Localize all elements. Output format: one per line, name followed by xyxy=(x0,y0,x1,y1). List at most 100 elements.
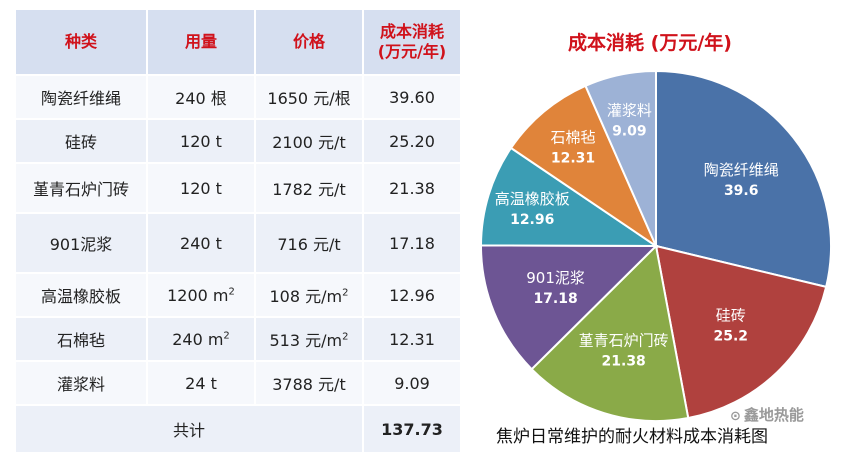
cell-name: 陶瓷纤维绳 xyxy=(14,74,148,120)
cell-price-superscript: 2 xyxy=(342,331,349,343)
cell-price: 2100 元/t xyxy=(254,118,364,164)
header-price: 价格 xyxy=(254,8,364,76)
cell-qty-text: 120 t xyxy=(180,178,222,198)
pie-slice xyxy=(584,69,657,247)
cell-cost-text: 9.09 xyxy=(394,373,430,393)
cell-price: 1650 元/根 xyxy=(254,74,364,120)
slice-label: 硅砖 xyxy=(716,307,746,325)
cell-cost-text: 17.18 xyxy=(389,233,435,253)
table-header-row: 种类 用量 价格 成本消耗 (万元/年) xyxy=(14,8,462,76)
cell-cost-text: 12.96 xyxy=(389,285,435,305)
watermark-text: 鑫地热能 xyxy=(743,406,804,424)
table-row: 石棉毡 240 m2 513 元/m2 12.31 xyxy=(14,316,462,362)
slice-value-label: 21.38 xyxy=(602,354,646,370)
cell-name-text: 石棉毡 xyxy=(56,331,105,350)
cell-price-text: 1782 元/t xyxy=(272,180,346,199)
table-row: 陶瓷纤维绳 240 根 1650 元/根 39.60 xyxy=(14,74,462,120)
cell-qty: 24 t xyxy=(146,360,256,406)
slice-label: 高温橡胶板 xyxy=(495,190,570,208)
cell-price: 1782 元/t xyxy=(254,162,364,214)
cell-name-text: 堇青石炉门砖 xyxy=(32,180,129,199)
cell-cost-text: 25.20 xyxy=(389,131,435,151)
cell-price-text: 3788 元/t xyxy=(272,375,346,394)
cell-name: 高温橡胶板 xyxy=(14,272,148,318)
header-cost-line1: 成本消耗 xyxy=(379,22,444,41)
slice-label: 灌浆料 xyxy=(607,101,652,119)
cell-name-text: 陶瓷纤维绳 xyxy=(40,89,121,108)
cell-cost: 17.18 xyxy=(362,212,462,274)
cell-cost: 39.60 xyxy=(362,74,462,120)
cell-price: 3788 元/t xyxy=(254,360,364,406)
cell-qty-text: 240 根 xyxy=(175,89,227,108)
slice-value-label: 25.2 xyxy=(713,329,748,345)
total-label: 共计 xyxy=(14,404,364,454)
cell-qty-superscript: 2 xyxy=(223,330,230,342)
cell-cost-text: 21.38 xyxy=(389,178,435,198)
slice-label: 堇青石炉门砖 xyxy=(579,332,669,350)
wechat-icon: ⊙ xyxy=(730,409,741,424)
cell-price-text: 1650 元/根 xyxy=(267,89,351,108)
pie-slice xyxy=(480,244,659,371)
table-row: 堇青石炉门砖 120 t 1782 元/t 21.38 xyxy=(14,162,462,214)
slice-value-label: 39.6 xyxy=(724,183,759,199)
cell-qty: 1200 m2 xyxy=(146,272,256,318)
slice-label: 石棉毡 xyxy=(551,129,596,147)
table-body: 陶瓷纤维绳 240 根 1650 元/根 39.60 硅砖 120 t 2100 元/t 25… xyxy=(14,74,462,454)
header-qty: 用量 xyxy=(146,8,256,76)
watermark: ⊙ 鑫地热能 xyxy=(730,404,804,425)
pie-slice xyxy=(509,84,659,249)
pie-slice xyxy=(479,146,660,248)
cell-cost-text: 39.60 xyxy=(389,87,435,107)
cell-qty: 240 m2 xyxy=(146,316,256,362)
total-value: 137.73 xyxy=(362,404,462,454)
cell-price-text: 108 元/m xyxy=(269,287,343,306)
header-cost-line2: (万元/年) xyxy=(377,42,447,61)
table-row: 灌浆料 24 t 3788 元/t 9.09 xyxy=(14,360,462,406)
cell-price: 108 元/m2 xyxy=(254,272,364,318)
cell-name: 901泥浆 xyxy=(14,212,148,274)
table-row: 高温橡胶板 1200 m2 108 元/m2 12.96 xyxy=(14,272,462,318)
cell-price-superscript: 2 xyxy=(342,287,349,299)
cell-cost: 9.09 xyxy=(362,360,462,406)
pie-slice xyxy=(530,243,690,422)
slice-value-label: 9.09 xyxy=(612,123,647,139)
chart-title: 成本消耗 (万元/年) xyxy=(568,32,732,54)
cell-cost: 12.96 xyxy=(362,272,462,318)
cell-name: 灌浆料 xyxy=(14,360,148,406)
cell-name-text: 高温橡胶板 xyxy=(40,287,121,306)
cell-price: 716 元/t xyxy=(254,212,364,274)
slice-label: 陶瓷纤维绳 xyxy=(704,161,779,179)
slice-value-label: 12.96 xyxy=(510,212,554,228)
pie-slice xyxy=(654,244,828,420)
cell-qty: 120 t xyxy=(146,162,256,214)
cost-table: 种类 用量 价格 成本消耗 (万元/年) 陶瓷纤维绳 240 根 1650 元/根 3… xyxy=(14,8,462,454)
table-row: 硅砖 120 t 2100 元/t 25.20 xyxy=(14,118,462,164)
cell-price-text: 513 元/m xyxy=(269,331,343,350)
slice-label: 901泥浆 xyxy=(526,269,585,287)
cell-qty-text: 240 t xyxy=(180,233,222,253)
cell-name-text: 硅砖 xyxy=(64,133,97,152)
chart-caption: 焦炉日常维护的耐火材料成本消耗图 xyxy=(496,427,768,447)
cell-name: 堇青石炉门砖 xyxy=(14,162,148,214)
slice-value-label: 17.18 xyxy=(533,291,577,307)
cell-qty: 120 t xyxy=(146,118,256,164)
cell-name-text: 灌浆料 xyxy=(56,375,105,394)
cell-name: 石棉毡 xyxy=(14,316,148,362)
cell-qty: 240 根 xyxy=(146,74,256,120)
header-type: 种类 xyxy=(14,8,148,76)
cell-cost: 21.38 xyxy=(362,162,462,214)
cell-price: 513 元/m2 xyxy=(254,316,364,362)
cell-qty-text: 1200 m xyxy=(167,285,229,305)
cell-qty-superscript: 2 xyxy=(228,286,235,298)
pie-slice xyxy=(655,69,832,289)
table-row: 901泥浆 240 t 716 元/t 17.18 xyxy=(14,212,462,274)
cell-qty-text: 24 t xyxy=(185,373,217,393)
cell-name: 硅砖 xyxy=(14,118,148,164)
table-total-row: 共计 137.73 xyxy=(14,404,462,454)
cell-cost: 12.31 xyxy=(362,316,462,362)
cell-price-text: 2100 元/t xyxy=(272,133,346,152)
cell-cost: 25.20 xyxy=(362,118,462,164)
cell-cost-text: 12.31 xyxy=(389,329,435,349)
cell-name-text: 901泥浆 xyxy=(49,235,113,254)
